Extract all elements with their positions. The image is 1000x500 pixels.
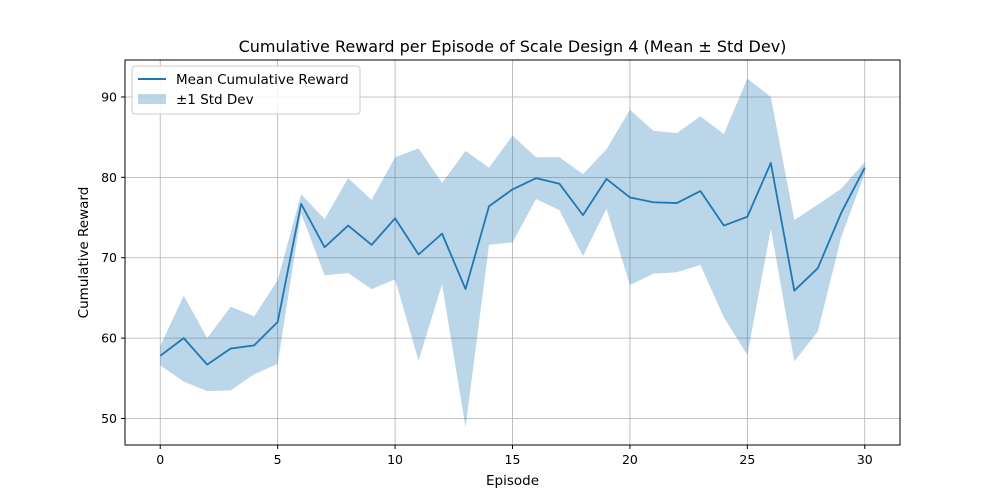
std-band-layer xyxy=(160,78,865,428)
legend-band-swatch xyxy=(138,94,166,104)
x-tick-label: 20 xyxy=(622,452,638,467)
legend-label-mean: Mean Cumulative Reward xyxy=(176,72,349,88)
legend-label-std: ±1 Std Dev xyxy=(176,92,254,108)
legend: Mean Cumulative Reward ±1 Std Dev xyxy=(131,65,361,115)
x-tick-label: 10 xyxy=(387,452,403,467)
y-tick-label: 50 xyxy=(101,411,117,426)
x-axis-ticks: 0 5 10 15 20 25 30 xyxy=(156,445,873,467)
x-tick-label: 30 xyxy=(857,452,873,467)
mean-line-layer xyxy=(159,161,866,366)
grid xyxy=(125,60,900,445)
y-tick-label: 90 xyxy=(101,89,117,104)
mean-reward-line xyxy=(159,161,866,366)
chart-title: Cumulative Reward per Episode of Scale D… xyxy=(239,37,787,56)
y-axis-label: Cumulative Reward xyxy=(76,187,92,319)
legend-box xyxy=(131,65,361,115)
y-tick-label: 60 xyxy=(101,331,117,346)
x-tick-label: 0 xyxy=(156,452,164,467)
y-axis-ticks: 50 60 70 80 90 xyxy=(101,89,125,426)
x-tick-label: 15 xyxy=(505,452,521,467)
x-tick-label: 5 xyxy=(274,452,282,467)
x-tick-label: 25 xyxy=(739,452,755,467)
std-dev-band xyxy=(160,78,865,428)
x-axis-label: Episode xyxy=(486,473,539,489)
y-tick-label: 80 xyxy=(101,170,117,185)
y-tick-label: 70 xyxy=(101,250,117,265)
